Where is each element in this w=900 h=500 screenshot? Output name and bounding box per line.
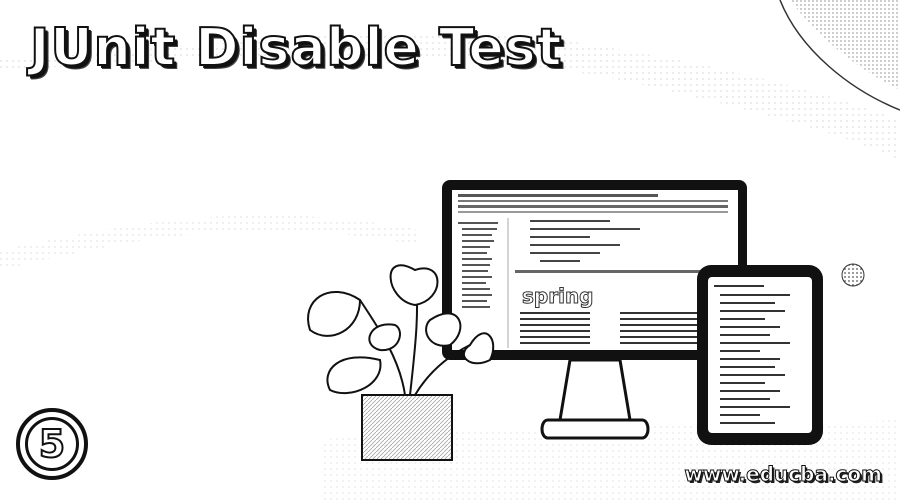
monitor [442, 180, 747, 440]
decorative-circle [841, 263, 865, 287]
junit5-badge: 5 [16, 408, 88, 480]
site-watermark: www.educba.com [684, 462, 883, 487]
badge-number: 5 [25, 417, 79, 471]
tablet [697, 265, 823, 445]
spring-logo-text: spring [522, 284, 594, 309]
plant [307, 264, 495, 461]
page-title: JUnit Disable Test [29, 17, 563, 79]
